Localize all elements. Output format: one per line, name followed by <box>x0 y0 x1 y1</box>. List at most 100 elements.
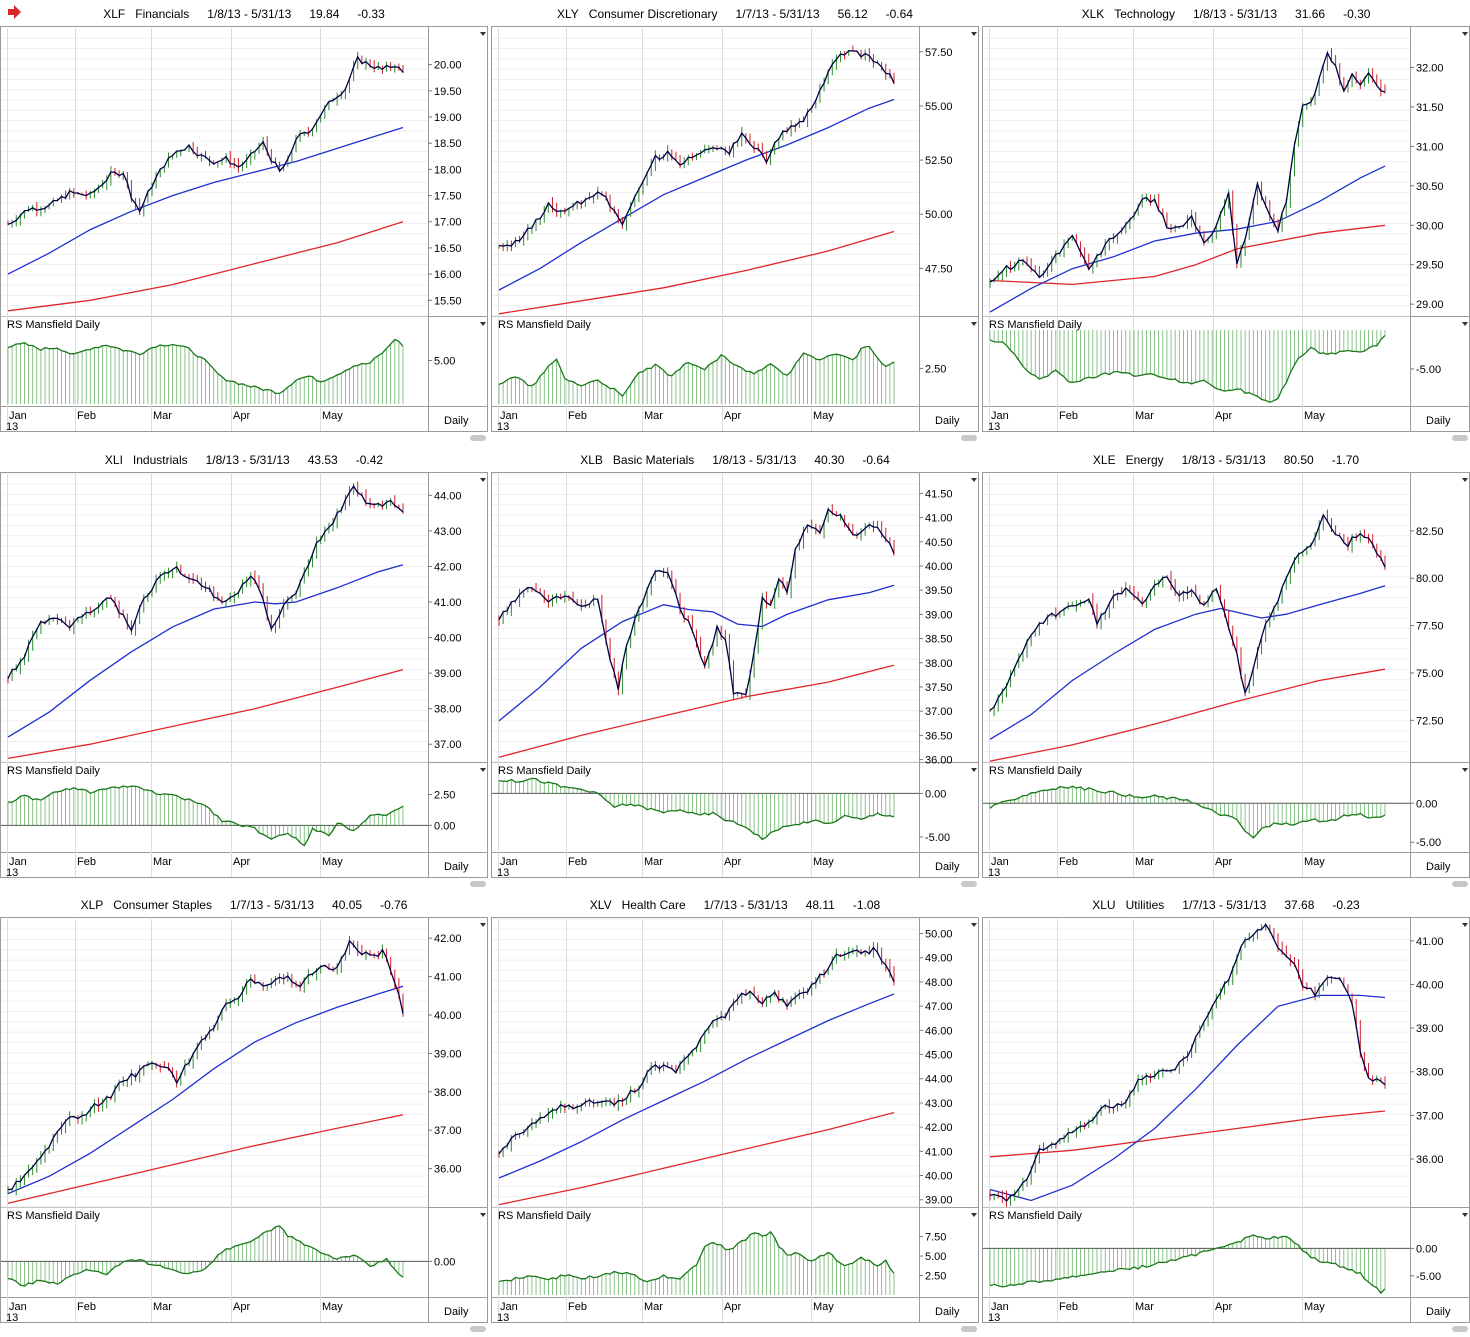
title-name: Technology <box>1114 7 1175 21</box>
pane-menu-arrow-icon[interactable] <box>971 322 977 326</box>
chart-panel-xlb[interactable]: XLB Basic Materials 1/8/13 - 5/31/13 40.30 -… <box>491 446 979 889</box>
title-symbol: XLE <box>1093 453 1116 467</box>
title-symbol: XLY <box>557 7 579 21</box>
chart-frame <box>491 917 979 1323</box>
pane-menu-arrow-icon[interactable] <box>480 923 486 927</box>
title-change: -1.70 <box>1332 453 1360 467</box>
chart-panel-xlk[interactable]: XLK Technology 1/8/13 - 5/31/13 31.66 -0.30 2… <box>982 0 1470 443</box>
chart-panel-xly[interactable]: XLY Consumer Discretionary 1/7/13 - 5/31/1… <box>491 0 979 443</box>
pane-menu-arrow-icon[interactable] <box>971 478 977 482</box>
x-tick-label-feb: Feb <box>1059 410 1078 422</box>
title-range: 1/8/13 - 5/31/13 <box>207 7 291 21</box>
chart-title: XLK Technology 1/8/13 - 5/31/13 31.66 -0.30 <box>1082 7 1371 21</box>
ma-slow-line <box>7 221 404 312</box>
y-tick-label: 38.00 <box>434 1087 462 1099</box>
x-tick-label-may: May <box>813 1301 834 1313</box>
x-tick-label-feb: Feb <box>568 856 587 868</box>
x-tick-label-mar: Mar <box>644 410 663 422</box>
scrollbar-thumb[interactable] <box>1452 1326 1468 1332</box>
x-tick-label-feb: Feb <box>1059 856 1078 868</box>
x-year-label: 13 <box>6 867 18 879</box>
scrollbar-thumb[interactable] <box>470 435 486 441</box>
period-label[interactable]: Daily <box>935 415 960 427</box>
y-tick-label: 41.00 <box>925 513 953 525</box>
x-tick-label-feb: Feb <box>77 1301 96 1313</box>
period-label[interactable]: Daily <box>1426 861 1451 873</box>
title-change: -0.64 <box>862 453 890 467</box>
y-tick-label: 41.00 <box>925 1146 953 1158</box>
red-right-arrow-icon[interactable] <box>8 5 21 19</box>
scrollbar-thumb[interactable] <box>470 881 486 887</box>
pane-menu-arrow-icon[interactable] <box>1462 923 1468 927</box>
ma-fast-line <box>7 126 404 275</box>
y-tick-label: 55.00 <box>925 101 953 113</box>
x-tick-label-mar: Mar <box>153 856 172 868</box>
pane-menu-arrow-icon[interactable] <box>971 768 977 772</box>
close-line <box>498 946 895 1155</box>
period-label[interactable]: Daily <box>444 415 469 427</box>
pane-menu-arrow-icon[interactable] <box>480 768 486 772</box>
y-tick-label: 36.00 <box>434 1164 462 1176</box>
pane-menu-arrow-icon[interactable] <box>971 1213 977 1217</box>
title-range: 1/8/13 - 5/31/13 <box>1182 453 1266 467</box>
y-tick-label: 42.00 <box>434 933 462 945</box>
pane-menu-arrow-icon[interactable] <box>1462 768 1468 772</box>
y-tick-label: 41.00 <box>434 597 462 609</box>
period-label[interactable]: Daily <box>1426 415 1451 427</box>
x-year-label: 13 <box>6 421 18 433</box>
ma-fast-line <box>7 564 404 738</box>
scrollbar-thumb[interactable] <box>961 881 977 887</box>
y-tick-label: 39.00 <box>925 609 953 621</box>
x-tick-label-jan: Jan <box>991 1301 1009 1313</box>
chart-panel-xli[interactable]: XLI Industrials 1/8/13 - 5/31/13 43.53 -0.42… <box>0 446 488 889</box>
rs-y-tick-label: 2.50 <box>925 363 946 375</box>
rs-line <box>498 777 895 841</box>
period-label[interactable]: Daily <box>1426 1306 1451 1318</box>
chart-panel-xlu[interactable]: XLU Utilities 1/7/13 - 5/31/13 37.68 -0.23 36… <box>982 891 1470 1334</box>
pane-menu-arrow-icon[interactable] <box>971 32 977 36</box>
rs-pane-label: RS Mansfield Daily <box>7 765 100 777</box>
pane-menu-arrow-icon[interactable] <box>480 32 486 36</box>
title-name: Consumer Staples <box>113 898 212 912</box>
period-label[interactable]: Daily <box>935 861 960 873</box>
chart-panel-xlf[interactable]: XLF Financials 1/8/13 - 5/31/13 19.84 -0.33 1… <box>0 0 488 443</box>
scrollbar-thumb[interactable] <box>1452 881 1468 887</box>
y-tick-label: 37.00 <box>925 706 953 718</box>
title-symbol: XLF <box>103 7 125 21</box>
pane-menu-arrow-icon[interactable] <box>480 478 486 482</box>
y-tick-label: 45.00 <box>925 1050 953 1062</box>
scrollbar-thumb[interactable] <box>1452 435 1468 441</box>
x-tick-label-feb: Feb <box>77 856 96 868</box>
rs-y-tick-label: 0.00 <box>1416 798 1437 810</box>
pane-menu-arrow-icon[interactable] <box>1462 478 1468 482</box>
x-year-label: 13 <box>988 867 1000 879</box>
pane-menu-arrow-icon[interactable] <box>1462 32 1468 36</box>
pane-menu-arrow-icon[interactable] <box>971 923 977 927</box>
chart-panel-xlv[interactable]: XLV Health Care 1/7/13 - 5/31/13 48.11 -1.08… <box>491 891 979 1334</box>
pane-menu-arrow-icon[interactable] <box>1462 1213 1468 1217</box>
scrollbar-thumb[interactable] <box>961 435 977 441</box>
ma-fast-line <box>498 584 895 722</box>
pane-menu-arrow-icon[interactable] <box>480 1213 486 1217</box>
period-label[interactable]: Daily <box>444 861 469 873</box>
y-tick-label: 72.50 <box>1416 715 1444 727</box>
close-line <box>7 484 404 679</box>
y-tick-label: 43.00 <box>925 1098 953 1110</box>
x-tick-label-may: May <box>813 856 834 868</box>
x-tick-label-mar: Mar <box>1135 410 1154 422</box>
chart-svg: XLF Financials 1/8/13 - 5/31/13 19.84 -0.33 1… <box>0 5 488 441</box>
period-label[interactable]: Daily <box>935 1306 960 1318</box>
title-name: Health Care <box>622 898 686 912</box>
x-tick-label-mar: Mar <box>644 856 663 868</box>
chart-panel-xle[interactable]: XLE Energy 1/8/13 - 5/31/13 80.50 -1.70 72.50… <box>982 446 1470 889</box>
scrollbar-thumb[interactable] <box>470 1326 486 1332</box>
period-label[interactable]: Daily <box>444 1306 469 1318</box>
title-last: 56.12 <box>838 7 868 21</box>
x-year-label: 13 <box>497 1312 509 1324</box>
scrollbar-thumb[interactable] <box>961 1326 977 1332</box>
pane-menu-arrow-icon[interactable] <box>1462 322 1468 326</box>
chart-panel-xlp[interactable]: XLP Consumer Staples 1/7/13 - 5/31/13 40.05… <box>0 891 488 1334</box>
pane-menu-arrow-icon[interactable] <box>480 322 486 326</box>
y-tick-label: 18.50 <box>434 138 462 150</box>
